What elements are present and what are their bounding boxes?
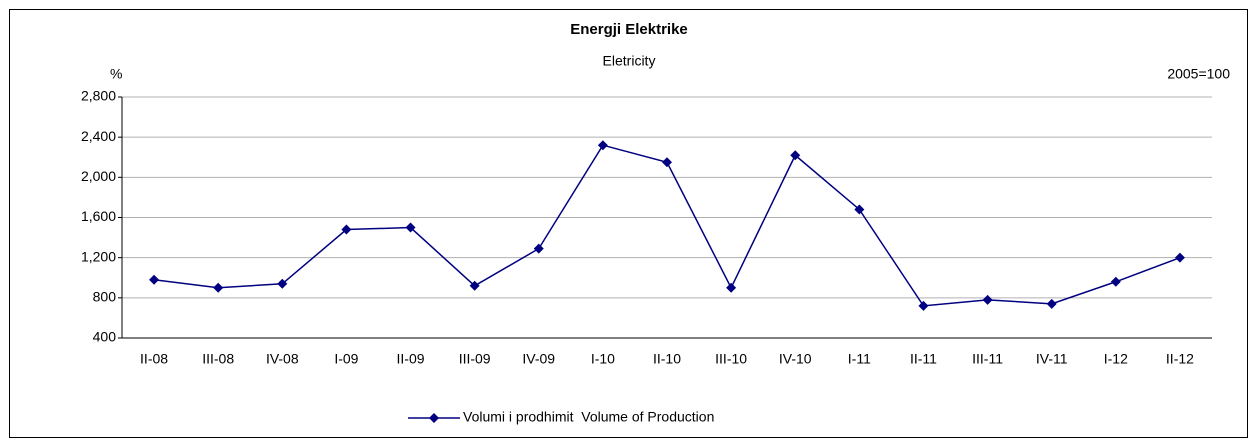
x-tick-label: II-08	[140, 351, 168, 367]
x-tick-label: I-12	[1104, 351, 1128, 367]
annotation: 2005=100	[1167, 66, 1230, 82]
data-point	[149, 274, 160, 285]
data-point	[405, 222, 416, 233]
data-point	[1046, 298, 1057, 309]
chart-frame	[9, 9, 1248, 438]
y-tick-label: 2,000	[81, 168, 116, 184]
x-tick-label: IV-10	[779, 351, 812, 367]
data-point	[1174, 252, 1185, 263]
x-tick-label: IV-08	[266, 351, 299, 367]
data-point	[662, 157, 672, 168]
data-point	[982, 294, 993, 305]
data-point	[726, 282, 737, 293]
data-point	[213, 282, 224, 293]
y-axis-label: %	[110, 66, 122, 82]
y-tick-label: 800	[93, 289, 117, 305]
y-tick-label: 2,400	[81, 128, 116, 144]
legend-label: Volumi i prodhimit Volume of Production	[463, 409, 714, 425]
x-tick-label: I-09	[334, 351, 358, 367]
y-tick-label: 1,600	[81, 208, 116, 224]
x-tick-label: I-10	[591, 351, 615, 367]
chart-title: Energji Elektrike	[570, 21, 688, 38]
x-tick-label: IV-09	[522, 351, 555, 367]
data-point	[1110, 276, 1121, 287]
y-tick-label: 1,200	[81, 248, 116, 264]
x-tick-label: III-09	[459, 351, 491, 367]
y-tick-label: 2,800	[81, 88, 116, 104]
x-tick-label: II-10	[653, 351, 681, 367]
x-tick-label: II-11	[910, 351, 937, 367]
data-point	[854, 204, 865, 215]
x-tick-label: III-11	[972, 351, 1003, 367]
legend-marker	[429, 413, 439, 423]
x-tick-label: III-10	[715, 351, 747, 367]
x-tick-label: II-09	[397, 351, 425, 367]
data-point	[533, 243, 544, 254]
x-tick-label: IV-11	[1036, 351, 1068, 367]
data-point	[469, 280, 480, 291]
y-tick-label: 400	[93, 329, 117, 345]
chart-subtitle: Eletricity	[603, 53, 656, 69]
data-point	[790, 150, 801, 161]
data-point	[341, 224, 352, 235]
data-point	[597, 140, 608, 151]
data-point	[277, 278, 288, 289]
x-tick-label: III-08	[202, 351, 234, 367]
x-tick-label: I-11	[848, 351, 871, 367]
data-point	[918, 300, 929, 311]
x-tick-label: II-12	[1166, 351, 1194, 367]
